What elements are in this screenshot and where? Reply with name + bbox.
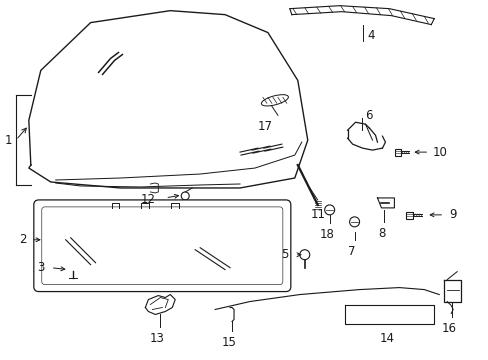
Text: 18: 18 <box>319 228 333 241</box>
Text: 14: 14 <box>379 332 394 345</box>
Text: 4: 4 <box>367 29 374 42</box>
Text: 15: 15 <box>221 336 236 350</box>
Text: 1: 1 <box>5 134 13 147</box>
FancyBboxPatch shape <box>34 200 290 292</box>
Circle shape <box>256 220 259 223</box>
Circle shape <box>166 256 169 259</box>
Text: 7: 7 <box>347 245 355 258</box>
Circle shape <box>236 253 239 256</box>
Text: 9: 9 <box>448 208 456 221</box>
Circle shape <box>87 256 90 259</box>
Circle shape <box>127 216 130 219</box>
Text: 6: 6 <box>365 109 372 122</box>
Text: 2: 2 <box>19 233 26 246</box>
Bar <box>406 212 412 219</box>
Text: 5: 5 <box>281 248 288 261</box>
Text: 16: 16 <box>441 323 456 336</box>
Ellipse shape <box>261 95 288 106</box>
Text: 8: 8 <box>377 227 385 240</box>
Text: 12: 12 <box>140 193 155 206</box>
Text: 11: 11 <box>309 208 325 221</box>
Text: 17: 17 <box>257 120 272 133</box>
Circle shape <box>67 216 70 219</box>
Text: 13: 13 <box>150 332 164 345</box>
Text: 3: 3 <box>37 261 44 274</box>
Bar <box>395 149 400 156</box>
Circle shape <box>208 219 211 221</box>
Text: 10: 10 <box>431 145 446 159</box>
